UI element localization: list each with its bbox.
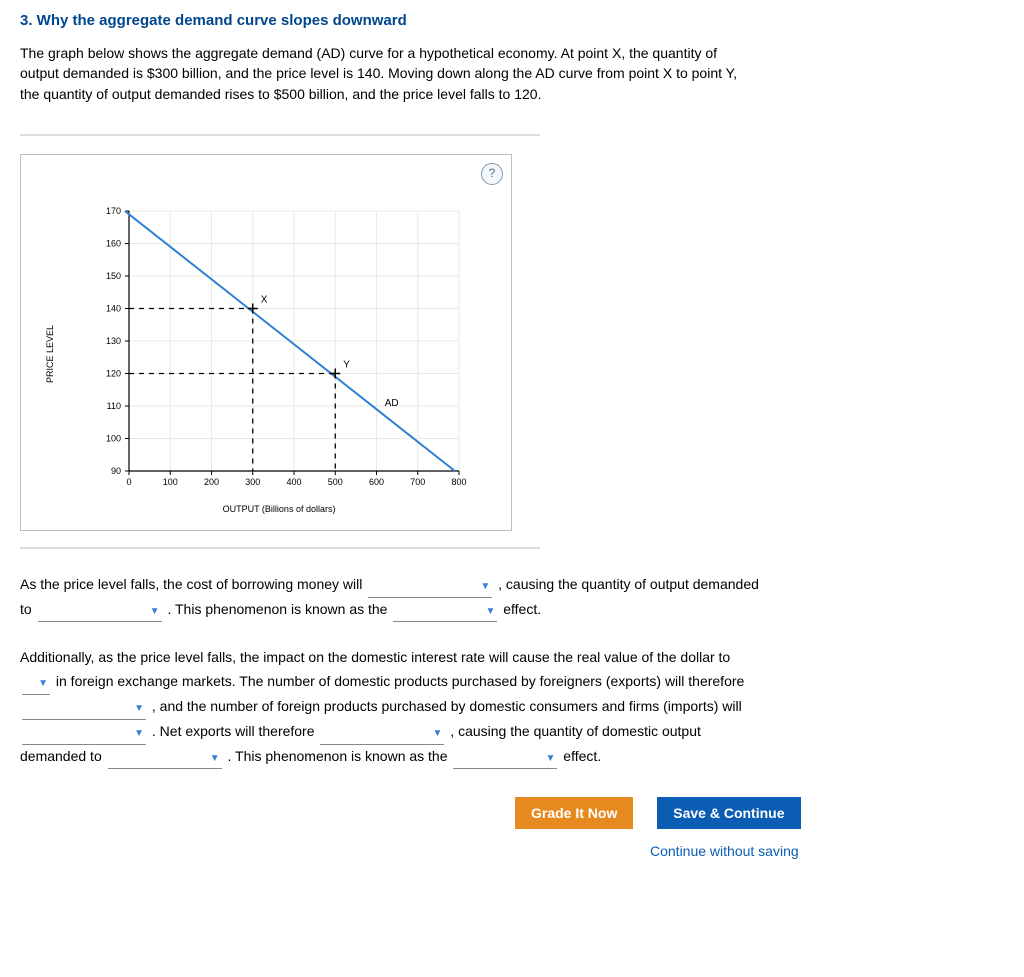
p2-t6: . This phenomenon is known as the (224, 748, 452, 764)
svg-text:0: 0 (127, 477, 132, 487)
svg-text:700: 700 (410, 477, 425, 487)
x-axis-label: OUTPUT (Billions of dollars) (89, 504, 469, 514)
chevron-down-icon: ▼ (427, 725, 443, 742)
svg-text:120: 120 (106, 368, 121, 378)
svg-text:140: 140 (106, 303, 121, 313)
svg-text:160: 160 (106, 238, 121, 248)
dropdown-p2-5[interactable]: ▼ (108, 745, 222, 770)
chevron-down-icon: ▼ (144, 603, 160, 620)
paragraph-1: As the price level falls, the cost of bo… (20, 573, 760, 623)
svg-text:90: 90 (111, 466, 121, 476)
chevron-down-icon: ▼ (128, 725, 144, 742)
svg-text:AD: AD (385, 398, 399, 409)
svg-text:150: 150 (106, 271, 121, 281)
p2-t7: effect. (559, 748, 601, 764)
chevron-down-icon: ▼ (479, 603, 495, 620)
button-row: Grade It Now Save & Continue (20, 797, 1004, 829)
p1-t3: . This phenomenon is known as the (164, 601, 392, 617)
svg-text:600: 600 (369, 477, 384, 487)
svg-text:200: 200 (204, 477, 219, 487)
svg-text:110: 110 (107, 401, 121, 411)
dropdown-p2-3[interactable]: ▼ (22, 720, 146, 745)
dropdown-p2-4[interactable]: ▼ (320, 720, 444, 745)
divider-top (20, 134, 540, 136)
svg-text:800: 800 (452, 477, 467, 487)
ad-chart: 0 100 200 300 400 500 600 700 800 90 100 110 120 130 1… (89, 201, 469, 501)
chevron-down-icon: ▼ (204, 750, 220, 767)
chevron-down-icon: ▼ (474, 578, 490, 595)
p2-t3: , and the number of foreign products pur… (148, 698, 742, 714)
p2-t2: in foreign exchange markets. The number … (52, 673, 744, 689)
help-icon[interactable]: ? (481, 163, 503, 185)
svg-text:130: 130 (106, 336, 121, 346)
svg-text:170: 170 (106, 206, 121, 216)
dropdown-p1-1[interactable]: ▼ (368, 573, 492, 598)
grade-button[interactable]: Grade It Now (515, 797, 633, 829)
chevron-down-icon: ▼ (540, 750, 556, 767)
p2-t1: Additionally, as the price level falls, … (20, 649, 730, 665)
continue-without-saving-link[interactable]: Continue without saving (20, 843, 1004, 859)
svg-text:100: 100 (163, 477, 178, 487)
chart-container: ? PRICE LEVEL 0 100 200 300 400 500 600 700 800 9… (20, 154, 512, 531)
dropdown-p1-2[interactable]: ▼ (38, 598, 162, 623)
chevron-down-icon: ▼ (128, 700, 144, 717)
y-axis-label: PRICE LEVEL (45, 325, 55, 383)
svg-text:X: X (261, 294, 268, 305)
svg-text:Y: Y (343, 359, 350, 370)
question-intro: The graph below shows the aggregate dema… (20, 43, 740, 104)
dropdown-p2-2[interactable]: ▼ (22, 695, 146, 720)
p2-t4: . Net exports will therefore (148, 723, 318, 739)
p1-t4: effect. (499, 601, 541, 617)
divider-bottom (20, 547, 540, 549)
dropdown-p1-3[interactable]: ▼ (393, 598, 497, 623)
svg-text:100: 100 (106, 433, 121, 443)
svg-text:400: 400 (287, 477, 302, 487)
paragraph-2: Additionally, as the price level falls, … (20, 646, 760, 769)
dropdown-p2-6[interactable]: ▼ (453, 745, 557, 770)
chevron-down-icon: ▼ (32, 675, 48, 692)
chart-body: PRICE LEVEL 0 100 200 300 400 500 600 700 800 90 1… (31, 201, 501, 514)
dropdown-p2-1[interactable]: ▼ (22, 670, 50, 695)
question-title: 3. Why the aggregate demand curve slopes… (20, 12, 1004, 29)
svg-text:300: 300 (245, 477, 260, 487)
svg-text:500: 500 (328, 477, 343, 487)
save-continue-button[interactable]: Save & Continue (657, 797, 800, 829)
p1-t1: As the price level falls, the cost of bo… (20, 576, 366, 592)
